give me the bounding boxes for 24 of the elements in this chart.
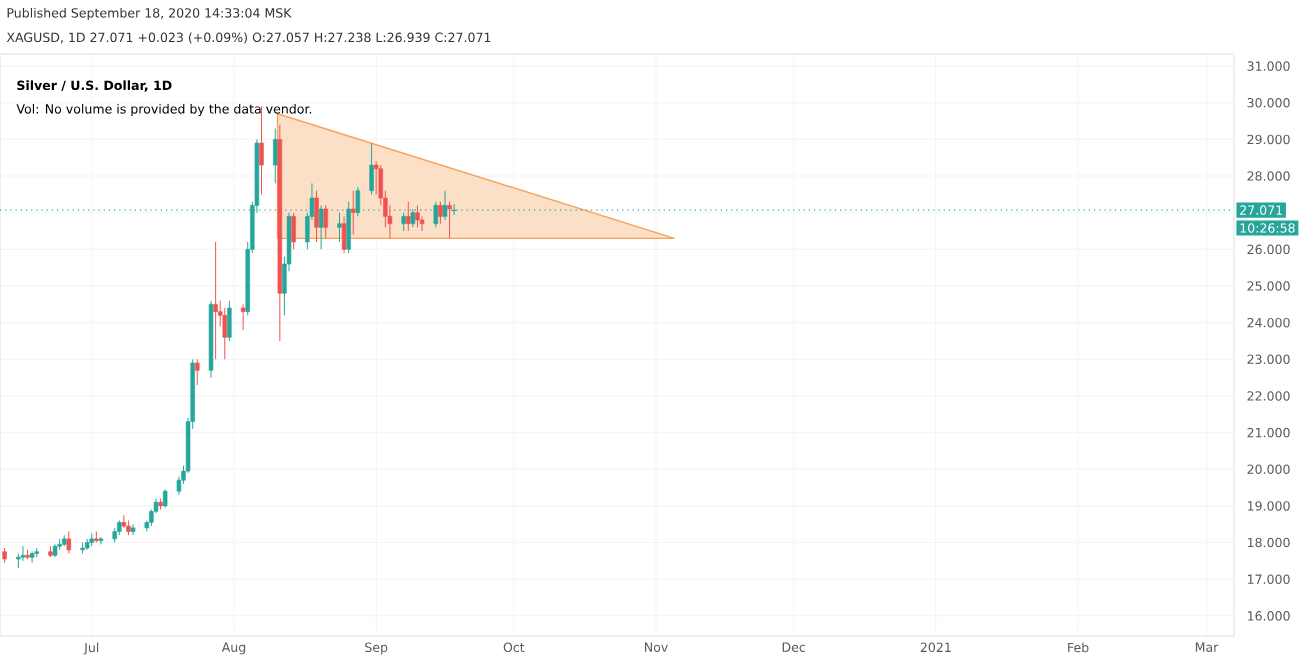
candlestick — [222, 307, 228, 360]
candlestick — [130, 523, 136, 536]
candlestick — [337, 212, 342, 243]
candlestick — [323, 204, 328, 239]
candlestick — [318, 204, 324, 250]
candlestick — [20, 545, 26, 562]
candlestick — [66, 531, 72, 555]
candlestick — [415, 204, 420, 228]
candlestick — [351, 190, 356, 236]
candlestick — [195, 358, 200, 386]
candlestick — [314, 190, 319, 243]
candlestick — [259, 105, 264, 195]
candlestick — [227, 300, 232, 342]
candlestick — [121, 514, 127, 529]
candlestick — [213, 241, 218, 360]
candlestick — [401, 212, 406, 232]
candlestick — [291, 212, 296, 250]
candlestick — [240, 303, 246, 331]
candlestick — [273, 127, 278, 184]
candlestick — [369, 142, 374, 195]
candlestick — [438, 201, 443, 225]
candlestick — [341, 215, 347, 254]
candlestick — [447, 201, 452, 239]
candlestick — [406, 201, 411, 232]
